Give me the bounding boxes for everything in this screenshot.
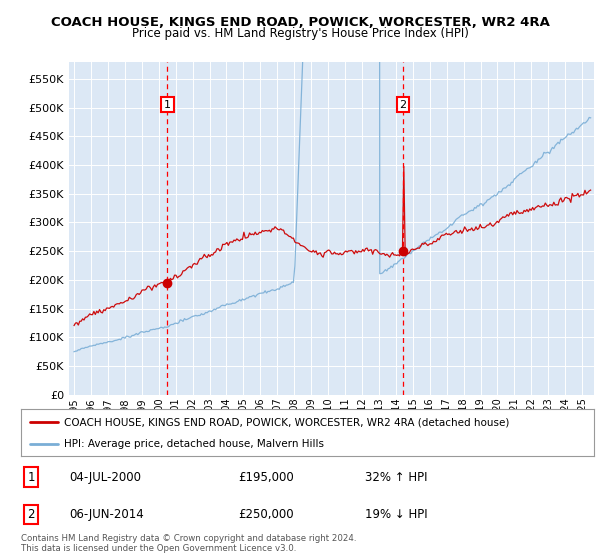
Text: 19% ↓ HPI: 19% ↓ HPI <box>365 508 427 521</box>
Text: Contains HM Land Registry data © Crown copyright and database right 2024.
This d: Contains HM Land Registry data © Crown c… <box>21 534 356 553</box>
Text: 06-JUN-2014: 06-JUN-2014 <box>70 508 145 521</box>
Text: COACH HOUSE, KINGS END ROAD, POWICK, WORCESTER, WR2 4RA (detached house): COACH HOUSE, KINGS END ROAD, POWICK, WOR… <box>64 417 509 427</box>
Text: Price paid vs. HM Land Registry's House Price Index (HPI): Price paid vs. HM Land Registry's House … <box>131 27 469 40</box>
Text: COACH HOUSE, KINGS END ROAD, POWICK, WORCESTER, WR2 4RA: COACH HOUSE, KINGS END ROAD, POWICK, WOR… <box>50 16 550 29</box>
Text: £195,000: £195,000 <box>239 470 295 484</box>
Text: 1: 1 <box>164 100 171 110</box>
Text: 1: 1 <box>28 470 35 484</box>
Text: 04-JUL-2000: 04-JUL-2000 <box>70 470 142 484</box>
Text: 2: 2 <box>400 100 407 110</box>
Text: 2: 2 <box>28 508 35 521</box>
Text: HPI: Average price, detached house, Malvern Hills: HPI: Average price, detached house, Malv… <box>64 439 324 449</box>
Text: £250,000: £250,000 <box>239 508 295 521</box>
Text: 32% ↑ HPI: 32% ↑ HPI <box>365 470 427 484</box>
